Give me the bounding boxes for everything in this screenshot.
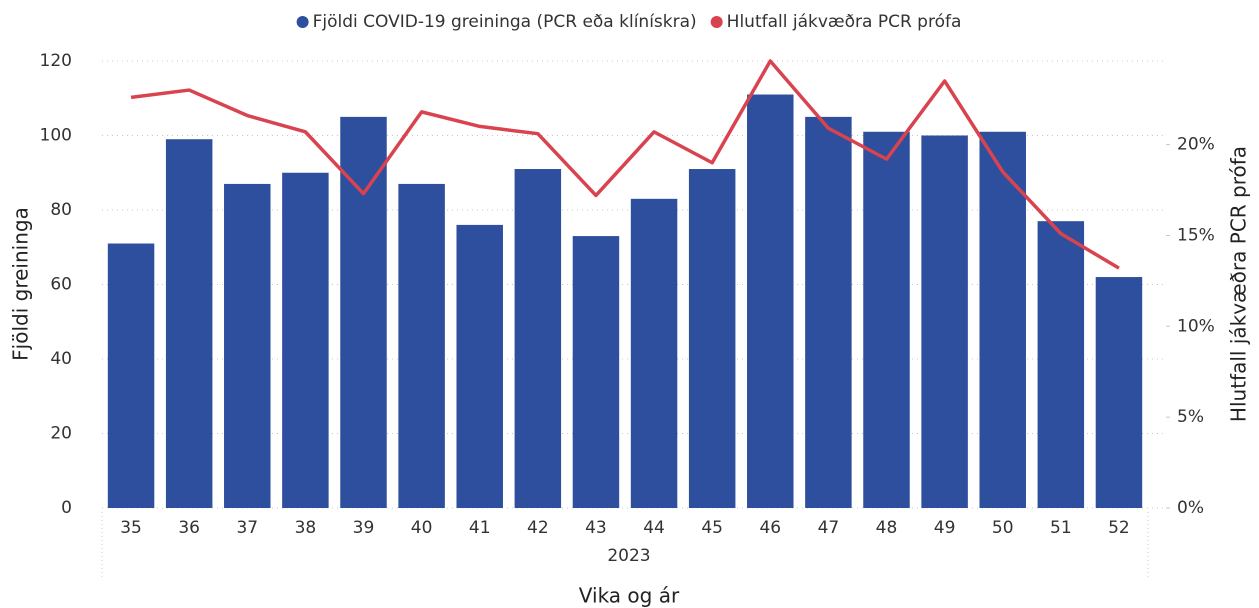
bar [107, 243, 155, 508]
bar [863, 131, 910, 508]
x-tick-label: 41 [469, 518, 491, 538]
y-tick-label: 0 [61, 498, 72, 518]
y2-tick-label: 20% [1177, 135, 1215, 155]
y2-axis-title: Hlutfall jákvæðra PCR prófa [1227, 146, 1251, 422]
legend-marker [296, 16, 309, 28]
x-tick-label: 37 [236, 518, 258, 538]
y-tick-label: 20 [50, 424, 72, 444]
y-tick-label: 120 [40, 51, 72, 71]
x-tick-label: 49 [934, 518, 956, 538]
bar [456, 224, 503, 508]
x-tick-label: 38 [295, 518, 317, 538]
x-tick-label: 43 [585, 518, 607, 538]
bar [514, 169, 562, 508]
legend-label: Hlutfall jákvæðra PCR prófa [727, 12, 962, 32]
x-tick-label: 50 [992, 518, 1014, 538]
y2-tick-label: 0% [1177, 498, 1204, 518]
y-tick-label: 40 [50, 349, 72, 369]
x-tick-label: 51 [1050, 518, 1072, 538]
x-group-label: 2023 [607, 546, 650, 566]
x-tick-label: 39 [353, 518, 375, 538]
bar [630, 198, 678, 508]
y-tick-label: 60 [50, 275, 72, 295]
y2-tick-label: 15% [1177, 225, 1215, 245]
bar [688, 169, 736, 508]
bar [224, 183, 271, 509]
bar [282, 172, 329, 508]
line [130, 59, 1120, 270]
x-tick-label: 46 [759, 518, 781, 538]
x-tick-label: 44 [643, 518, 665, 538]
bar [572, 236, 620, 508]
legend-marker [710, 16, 723, 28]
y2-tick-label: 10% [1177, 316, 1215, 336]
x-tick-label: 36 [178, 518, 200, 538]
bar [747, 94, 794, 509]
bar [921, 135, 968, 508]
x-tick-label: 42 [527, 518, 549, 538]
x-axis-title: Vika og ár [579, 584, 680, 608]
bar [398, 183, 445, 509]
bar [340, 116, 387, 508]
x-tick-label: 40 [411, 518, 433, 538]
bar [1095, 277, 1143, 508]
x-tick-label: 47 [818, 518, 840, 538]
bar [805, 116, 852, 508]
x-tick-label: 45 [701, 518, 723, 538]
x-tick-label: 52 [1108, 518, 1130, 538]
bar [165, 139, 213, 508]
y2-tick-label: 5% [1177, 407, 1204, 427]
x-tick-label: 35 [120, 518, 142, 538]
legend-label: Fjöldi COVID-19 greininga (PCR eða klíní… [313, 12, 697, 32]
x-tick-label: 48 [876, 518, 898, 538]
bar [979, 131, 1026, 508]
y-tick-label: 80 [50, 200, 72, 220]
bar [1037, 221, 1085, 509]
y-axis-title: Fjöldi greininga [9, 207, 33, 361]
y-tick-label: 100 [40, 126, 72, 146]
